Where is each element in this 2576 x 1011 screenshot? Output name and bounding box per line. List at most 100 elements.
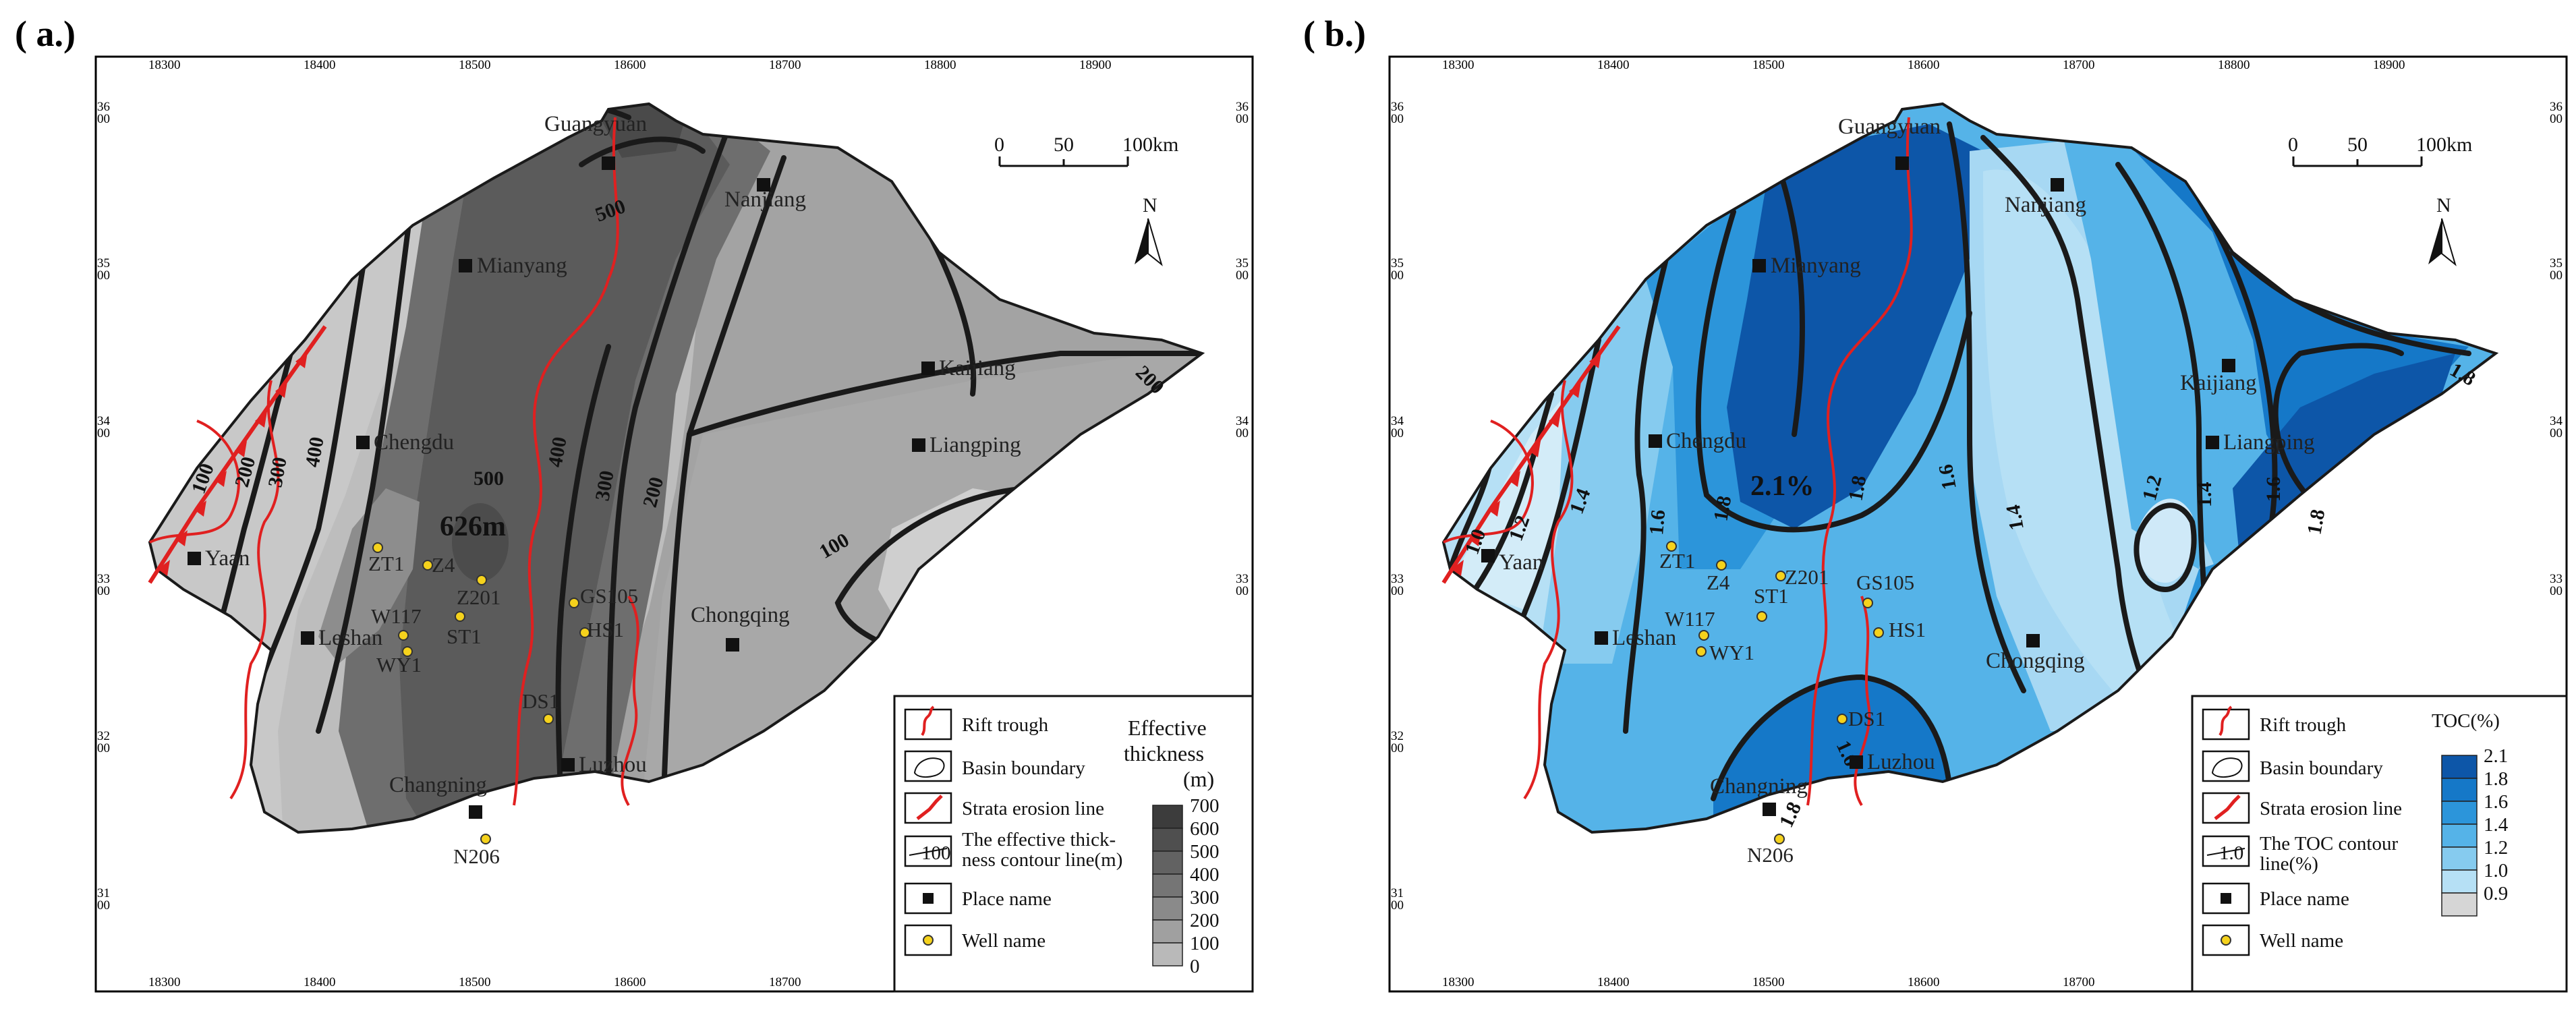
well-label: ZT1 bbox=[1659, 549, 1695, 573]
x-tick: 18400 bbox=[1597, 975, 1630, 989]
y-tick: 00 bbox=[1236, 268, 1249, 283]
place-marker bbox=[459, 259, 472, 272]
x-tick: 18800 bbox=[2218, 58, 2250, 72]
scale-value-label: 1.8 bbox=[2484, 768, 2508, 790]
x-tick: 18300 bbox=[148, 58, 181, 72]
map-border bbox=[1388, 55, 2568, 993]
rift-icon bbox=[921, 705, 935, 736]
scale-value-label: 1.4 bbox=[2484, 814, 2509, 836]
city-label: Kaijiang bbox=[2180, 371, 2257, 395]
scale-title: (m) bbox=[1183, 767, 1214, 791]
scale-swatch bbox=[1152, 850, 1183, 875]
y-tick: 31 bbox=[97, 886, 110, 900]
scale-value-label: 200 bbox=[1190, 910, 1220, 931]
city-label: Chengdu bbox=[374, 430, 454, 455]
x-tick: 18900 bbox=[2373, 58, 2405, 72]
y-tick: 00 bbox=[2550, 426, 2563, 440]
y-tick: 34 bbox=[1391, 414, 1404, 428]
well-marker bbox=[1775, 571, 1786, 581]
x-tick: 18400 bbox=[1597, 58, 1630, 72]
well-icon bbox=[923, 935, 934, 946]
well-label: Z201 bbox=[1785, 565, 1829, 589]
contour-label: 1.8 bbox=[2303, 508, 2329, 537]
city-label: Chongqing bbox=[691, 603, 790, 627]
toc-color-scale: 2.11.81.61.41.21.00.9 bbox=[2441, 745, 2509, 917]
place-marker bbox=[921, 362, 935, 375]
rift-trough-line bbox=[1806, 117, 1913, 806]
y-tick: 00 bbox=[97, 898, 110, 913]
scale-swatch bbox=[2441, 846, 2478, 871]
city-label: Mianyang bbox=[477, 254, 567, 278]
well-label: HS1 bbox=[1889, 618, 1926, 641]
scale-value-label: 500 bbox=[1190, 841, 1220, 863]
contour-label: 300 bbox=[591, 469, 618, 502]
place-marker bbox=[188, 552, 201, 565]
north-label: N bbox=[1143, 194, 1157, 216]
scale-value-label: 300 bbox=[1190, 887, 1220, 908]
city-label: Guangyuan bbox=[544, 112, 647, 136]
north-arrow-icon: N bbox=[2428, 194, 2457, 266]
well-label: Z201 bbox=[457, 585, 500, 609]
place-marker bbox=[602, 156, 615, 170]
contour-sample-label: 100 bbox=[921, 842, 951, 864]
x-tick: 18700 bbox=[2063, 975, 2095, 989]
city-label: Changning bbox=[389, 773, 487, 797]
city-label: Leshan bbox=[1612, 626, 1676, 650]
contour-label: 1.6 bbox=[1645, 509, 1669, 536]
place-marker bbox=[1649, 434, 1662, 448]
scale-bar: 0 50 100km bbox=[2288, 134, 2472, 167]
scale-title: thickness bbox=[1124, 741, 1204, 766]
well-label: N206 bbox=[1747, 843, 1794, 867]
well-marker bbox=[579, 627, 590, 638]
scale-swatch bbox=[1152, 942, 1183, 966]
place-marker bbox=[726, 638, 739, 652]
y-tick: 36 bbox=[97, 100, 110, 114]
center-value-label: 2.1% bbox=[1750, 471, 1814, 502]
contour-sample-label: 1.0 bbox=[2219, 842, 2243, 864]
contour-label: 400 bbox=[544, 435, 571, 469]
city-label: Yaan bbox=[205, 546, 250, 571]
place-marker bbox=[469, 805, 482, 819]
city-label: Luzhou bbox=[579, 753, 647, 777]
y-tick: 32 bbox=[1391, 729, 1404, 743]
y-tick: 00 bbox=[1391, 898, 1404, 913]
scale-value-label: 600 bbox=[1190, 818, 1220, 840]
scale-value-label: 0.9 bbox=[2484, 883, 2508, 904]
y-tick: 00 bbox=[1391, 268, 1404, 283]
contour-label: 300 bbox=[264, 455, 291, 489]
legend-label: Rift trough bbox=[2260, 714, 2347, 736]
place-marker bbox=[1850, 755, 1863, 769]
y-tick: 00 bbox=[1391, 741, 1404, 755]
place-icon bbox=[923, 893, 934, 904]
legend-label: Strata erosion line bbox=[2260, 798, 2402, 819]
well-marker bbox=[569, 598, 579, 608]
scale-swatch bbox=[2441, 755, 2478, 779]
map-frame: 18300 18400 18500 18600 18700 18800 1890… bbox=[1388, 55, 2568, 993]
y-tick: 00 bbox=[1236, 584, 1249, 598]
map-border bbox=[94, 55, 1254, 993]
scale-swatch bbox=[2441, 869, 2478, 894]
well-label: GS105 bbox=[1856, 571, 1914, 594]
erosion-icon bbox=[2214, 795, 2241, 820]
legend-label: Basin boundary bbox=[962, 757, 1085, 779]
y-tick: 32 bbox=[97, 729, 110, 743]
well-marker bbox=[1774, 834, 1785, 844]
place-marker bbox=[912, 438, 925, 452]
erosion-icon bbox=[916, 795, 943, 820]
y-tick: 36 bbox=[2550, 100, 2563, 114]
well-label: HS1 bbox=[587, 618, 624, 641]
legend-label: Place name bbox=[2260, 888, 2349, 910]
rift-trough-line bbox=[513, 117, 619, 806]
scale-value-label: 1.2 bbox=[2484, 837, 2508, 859]
well-marker bbox=[543, 714, 554, 724]
city-label: Mianyang bbox=[1771, 254, 1861, 278]
contour-label: 1.4 bbox=[2002, 503, 2028, 532]
legend-label: Basin boundary bbox=[2260, 757, 2383, 779]
well-marker bbox=[1837, 714, 1848, 724]
x-tick: 18500 bbox=[1752, 975, 1785, 989]
city-label: Liangping bbox=[2223, 430, 2315, 455]
y-tick: 00 bbox=[2550, 584, 2563, 598]
y-tick: 33 bbox=[2550, 572, 2563, 586]
x-tick: 18400 bbox=[304, 975, 336, 989]
y-tick: 33 bbox=[1236, 572, 1249, 586]
